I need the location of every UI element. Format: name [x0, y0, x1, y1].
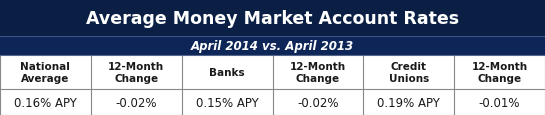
Text: -0.01%: -0.01% — [479, 96, 520, 109]
Bar — [0, 0, 545, 37]
Text: Credit
Unions: Credit Unions — [389, 61, 429, 84]
Text: 12-Month
Change: 12-Month Change — [108, 61, 164, 84]
Text: 0.19% APY: 0.19% APY — [377, 96, 440, 109]
Text: -0.02%: -0.02% — [297, 96, 338, 109]
Bar — [0, 55, 545, 90]
Text: Average Money Market Account Rates: Average Money Market Account Rates — [86, 9, 459, 27]
Text: 0.16% APY: 0.16% APY — [14, 96, 77, 109]
Text: 0.15% APY: 0.15% APY — [196, 96, 258, 109]
Text: Banks: Banks — [209, 68, 245, 77]
Text: 12-Month
Change: 12-Month Change — [290, 61, 346, 84]
Bar — [0, 37, 545, 55]
Bar — [0, 90, 545, 115]
Text: -0.02%: -0.02% — [116, 96, 157, 109]
Text: National
Average: National Average — [21, 61, 70, 84]
Text: 12-Month
Change: 12-Month Change — [471, 61, 528, 84]
Text: April 2014 vs. April 2013: April 2014 vs. April 2013 — [191, 40, 354, 52]
